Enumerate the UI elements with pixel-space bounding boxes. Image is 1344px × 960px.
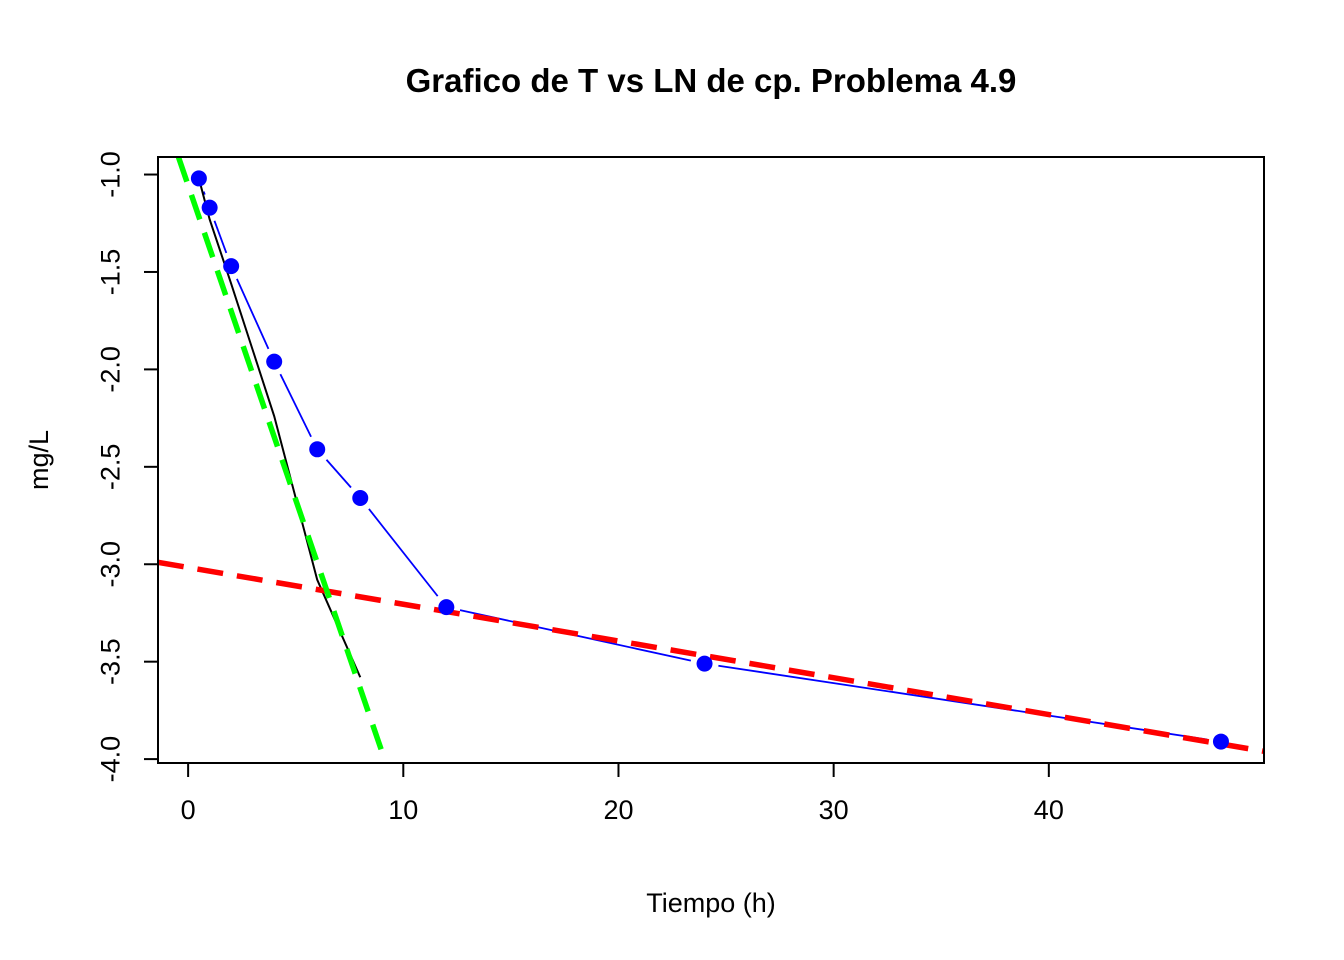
plot-series-group xyxy=(158,157,1264,755)
data-point xyxy=(266,353,283,370)
blue-series-segment xyxy=(368,508,439,597)
data-point xyxy=(438,599,455,616)
y-axis-label: mg/L xyxy=(24,430,54,490)
y-tick-label: -1.0 xyxy=(95,151,125,198)
x-tick-label: 40 xyxy=(1034,795,1064,825)
x-tick-label: 20 xyxy=(603,795,633,825)
axes: 0 10 20 30 40 -1.0 -1.5 -2.0 -2.5 -3.0 -3.5 -4.0 xyxy=(95,151,1265,825)
y-tick-label: -2.5 xyxy=(95,444,125,491)
data-point xyxy=(696,655,713,672)
x-tick-label: 0 xyxy=(181,795,196,825)
blue-series-segment xyxy=(325,459,352,489)
y-tick-label: -4.0 xyxy=(95,736,125,783)
data-point xyxy=(201,199,218,216)
green-dashed-line xyxy=(175,157,385,753)
plot-frame xyxy=(157,156,1265,764)
y-tick-label: -3.0 xyxy=(95,541,125,588)
data-point xyxy=(223,258,240,275)
blue-series-segment xyxy=(213,220,228,254)
blue-series-segment xyxy=(202,191,206,195)
black-series-line xyxy=(197,178,362,678)
data-point xyxy=(190,170,207,187)
chart-title: Grafico de T vs LN de cp. Problema 4.9 xyxy=(406,62,1017,99)
plot-area xyxy=(158,157,1264,755)
x-axis-label: Tiempo (h) xyxy=(646,888,776,918)
data-point xyxy=(1212,733,1229,750)
data-point xyxy=(352,489,369,506)
blue-series-segment xyxy=(279,373,312,438)
x-tick-label: 30 xyxy=(819,795,849,825)
y-tick-label: -3.5 xyxy=(95,638,125,685)
x-tick-label: 10 xyxy=(388,795,418,825)
red-dashed-line xyxy=(158,559,1264,755)
blue-series-segment xyxy=(236,278,270,350)
data-point xyxy=(309,441,326,458)
y-tick-label: -2.0 xyxy=(95,346,125,393)
y-tick-label: -1.5 xyxy=(95,249,125,296)
